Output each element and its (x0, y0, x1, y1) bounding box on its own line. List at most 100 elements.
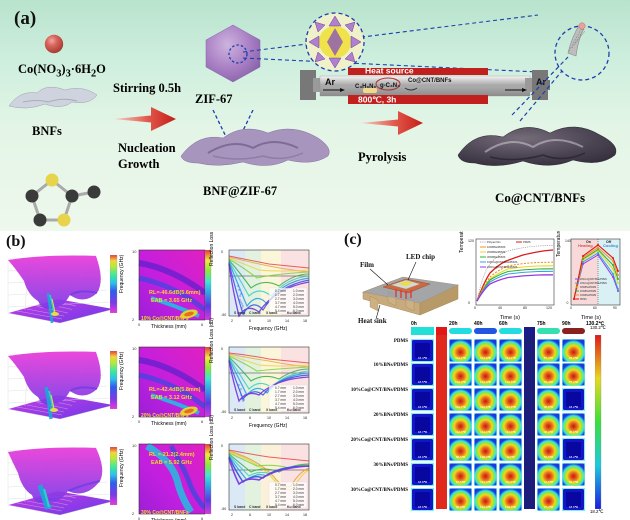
svg-text:108.7℃: 108.7℃ (480, 455, 492, 459)
svg-text:X band: X band (266, 408, 277, 412)
svg-text:18.6℃: 18.6℃ (418, 505, 428, 509)
svg-text:30%BNs/PDMS: 30%BNs/PDMS (580, 287, 597, 289)
svg-text:S band: S band (234, 311, 245, 315)
svg-text:112℃: 112℃ (506, 455, 515, 459)
svg-text:Ar: Ar (325, 77, 335, 87)
svg-text:20%Co@CNT/BNs/PDMS: 20%Co@CNT/BNs/PDMS (580, 279, 607, 281)
svg-text:115.9℃: 115.9℃ (505, 405, 516, 409)
svg-text:0: 0 (138, 419, 141, 424)
svg-text:0: 0 (138, 322, 141, 327)
svg-text:40: 40 (498, 306, 502, 310)
svg-text:120: 120 (546, 306, 552, 310)
svg-text:14: 14 (285, 513, 289, 517)
svg-text:101.6℃: 101.6℃ (480, 505, 492, 509)
svg-text:20%BNs/PDMS: 20%BNs/PDMS (580, 291, 597, 293)
svg-text:90: 90 (613, 306, 617, 310)
svg-text:114.0℃: 114.0℃ (455, 430, 466, 434)
svg-text:10%Co@CNT/BNs/PDMS: 10%Co@CNT/BNs/PDMS (487, 260, 518, 264)
svg-text:2: 2 (231, 319, 233, 323)
svg-text:114.4℃: 114.4℃ (455, 356, 466, 360)
svg-text:0: 0 (221, 347, 223, 351)
svg-text:Polyuer film: Polyuer film (487, 240, 501, 244)
svg-text:S band: S band (234, 408, 245, 412)
svg-text:140: 140 (565, 239, 571, 243)
svg-text:On: On (586, 240, 591, 244)
svg-text:101.5℃: 101.5℃ (480, 380, 492, 384)
svg-text:2: 2 (132, 317, 135, 322)
svg-text:18.5℃: 18.5℃ (418, 380, 428, 384)
svg-text:113.9℃: 113.9℃ (505, 430, 516, 434)
svg-text:18.9℃: 18.9℃ (418, 455, 428, 459)
svg-text:6: 6 (201, 322, 204, 327)
svg-text:52.4℃: 52.4℃ (544, 380, 554, 384)
svg-text:Ku band: Ku band (287, 311, 301, 315)
svg-text:PDMS: PDMS (580, 299, 587, 301)
svg-text:18: 18 (303, 319, 307, 323)
svg-text:2: 2 (132, 511, 135, 516)
svg-text:0: 0 (221, 444, 223, 448)
svg-text:18.7℃: 18.7℃ (418, 430, 428, 434)
svg-text:113.8℃: 113.8℃ (480, 356, 491, 360)
svg-text:114.1℃: 114.1℃ (505, 356, 516, 360)
svg-text:10%BNs/PDMS: 10%BNs/PDMS (580, 295, 597, 297)
svg-text:g-C₃N₄: g-C₃N₄ (380, 83, 400, 89)
svg-text:-50: -50 (221, 410, 226, 414)
svg-text:C band: C band (249, 311, 261, 315)
svg-text:C band: C band (249, 408, 261, 412)
svg-text:18.4℃: 18.4℃ (418, 356, 428, 360)
svg-text:27.4℃: 27.4℃ (544, 505, 554, 509)
svg-text:10: 10 (267, 319, 271, 323)
svg-text:Ku band: Ku band (287, 408, 301, 412)
svg-text:Co@CNT/BNFs: Co@CNT/BNFs (408, 78, 452, 84)
svg-text:56.7℃: 56.7℃ (569, 480, 579, 484)
svg-text:101.3℃: 101.3℃ (455, 380, 467, 384)
svg-text:14: 14 (285, 416, 289, 420)
svg-text:18: 18 (303, 513, 307, 517)
svg-text:2: 2 (132, 414, 135, 419)
svg-text:6: 6 (201, 516, 204, 520)
svg-text:2: 2 (231, 416, 233, 420)
svg-text:0: 0 (570, 306, 572, 310)
svg-text:Heat source: Heat source (365, 68, 414, 76)
svg-text:6: 6 (201, 419, 204, 424)
svg-text:S band: S band (234, 505, 245, 509)
svg-text:20%Co@CNT/BNs/PDMS: 20%Co@CNT/BNs/PDMS (487, 265, 518, 269)
svg-text:Off: Off (606, 240, 612, 244)
svg-text:112.3℃: 112.3℃ (480, 405, 491, 409)
svg-text:18.8℃: 18.8℃ (418, 480, 428, 484)
svg-text:LED chip: LED chip (406, 253, 435, 261)
svg-text:PDMS: PDMS (523, 240, 531, 244)
svg-text:114.4℃: 114.4℃ (480, 430, 491, 434)
svg-text:0: 0 (138, 516, 141, 520)
svg-text:10: 10 (267, 416, 271, 420)
svg-text:18.6℃: 18.6℃ (569, 505, 579, 509)
svg-text:10: 10 (132, 346, 137, 351)
svg-text:103.5℃: 103.5℃ (505, 505, 517, 509)
svg-text:26.3℃: 26.3℃ (569, 356, 579, 360)
svg-text:80: 80 (523, 306, 527, 310)
svg-text:X band: X band (266, 505, 277, 509)
svg-text:114.1℃: 114.1℃ (455, 405, 466, 409)
svg-text:14: 14 (285, 319, 289, 323)
svg-text:10%BNs/PDMS: 10%BNs/PDMS (487, 245, 506, 249)
svg-text:30%BNs/PDMS: 30%BNs/PDMS (487, 255, 506, 259)
svg-text:0: 0 (468, 301, 470, 305)
svg-text:0: 0 (567, 301, 569, 305)
svg-text:35.8℃: 35.8℃ (544, 405, 554, 409)
svg-text:101.5℃: 101.5℃ (505, 380, 517, 384)
svg-text:18.9℃: 18.9℃ (418, 405, 428, 409)
svg-text:0: 0 (474, 306, 476, 310)
svg-text:-50: -50 (221, 313, 226, 317)
svg-text:37.4℃: 37.4℃ (569, 380, 579, 384)
svg-text:10: 10 (267, 513, 271, 517)
svg-text:45.4℃: 45.4℃ (544, 430, 554, 434)
svg-text:Ku band: Ku band (287, 505, 301, 509)
svg-text:C band: C band (249, 505, 261, 509)
svg-text:X band: X band (266, 311, 277, 315)
svg-text:53.5℃: 53.5℃ (544, 455, 554, 459)
svg-text:111.6℃: 111.6℃ (505, 480, 516, 484)
svg-text:10: 10 (132, 443, 137, 448)
svg-text:10%Co@CNT/BNs/PDMS: 10%Co@CNT/BNs/PDMS (580, 283, 607, 285)
svg-text:31.5℃: 31.5℃ (544, 480, 554, 484)
svg-text:60: 60 (593, 306, 597, 310)
